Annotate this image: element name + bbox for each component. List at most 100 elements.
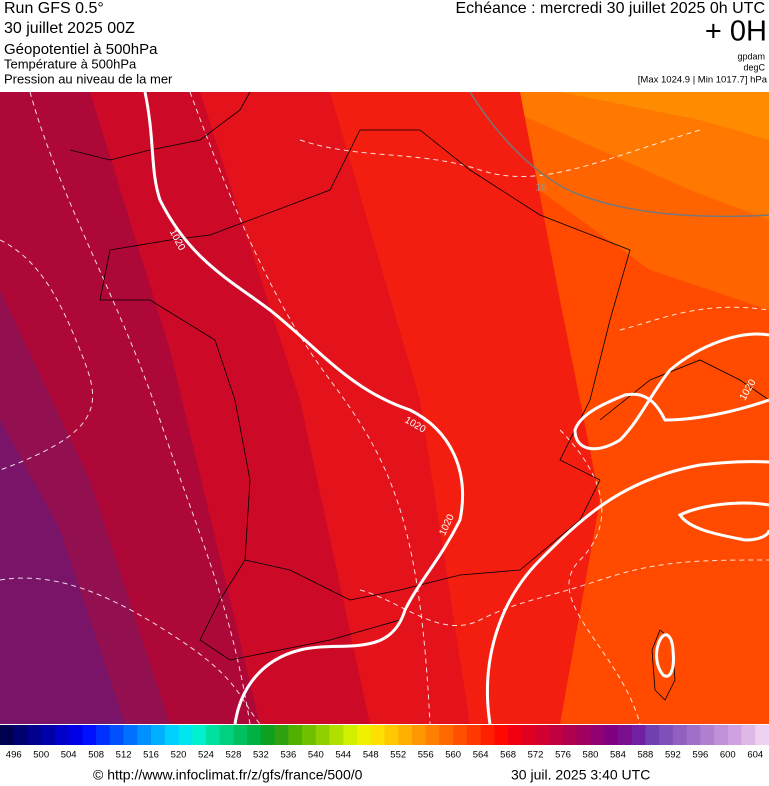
- colorbar-tick-label: 584: [610, 750, 626, 761]
- isobar: [677, 501, 769, 542]
- colorbar-tick-label: 536: [280, 750, 296, 761]
- isotherm: [619, 306, 769, 331]
- colorbar-tick-label: 508: [88, 750, 104, 761]
- colorbar-tick-label: 524: [198, 750, 214, 761]
- colorbar-cell: [480, 725, 495, 745]
- colorbar-cell: [54, 725, 70, 745]
- colorbar-cell: [686, 725, 701, 745]
- colorbar-tick-label: 520: [171, 750, 187, 761]
- colorbar-tick-label: 528: [226, 750, 242, 761]
- isobar: [486, 460, 769, 724]
- colorbar-tick-label: 604: [747, 750, 763, 761]
- colorbar-tick-label: 592: [665, 750, 681, 761]
- colorbar-tick-label: 560: [445, 750, 461, 761]
- colorbar-cell: [123, 725, 138, 745]
- unit-label: degC: [743, 62, 765, 72]
- field-band: [0, 420, 125, 724]
- colorbar-cell: [508, 725, 523, 745]
- colorbar-cell: [41, 725, 56, 745]
- field-band: [560, 92, 769, 140]
- coastline: [199, 559, 401, 661]
- colorbar-cell: [13, 725, 28, 745]
- colorbar-cell: [329, 725, 344, 745]
- colorbar-cell: [96, 725, 111, 745]
- echeance: Echéance : mercredi 30 juillet 2025 0h U…: [456, 0, 766, 17]
- colorbar-cell: [384, 725, 399, 745]
- contour-label: 16: [535, 183, 547, 194]
- colorbar-cell: [109, 725, 124, 745]
- colorbar-cell: [274, 725, 289, 745]
- run-date: 30 juillet 2025 00Z: [4, 20, 135, 37]
- isotherm: [0, 239, 94, 471]
- colorbar-tick-label: 600: [720, 750, 736, 761]
- colorbar-cell: [453, 725, 468, 745]
- field-subtitle: Température à 500hPa: [4, 56, 137, 71]
- isobar: [655, 633, 675, 678]
- colorbar-cell: [0, 725, 15, 745]
- colorbar-cell: [714, 725, 729, 745]
- colorbar-cell: [233, 725, 248, 745]
- source-url: © http://www.infoclimat.fr/z/gfs/france/…: [93, 767, 363, 783]
- colorbar-cell: [617, 725, 633, 745]
- colorbar-cell: [370, 725, 385, 745]
- colorbar-tick-label: 500: [33, 750, 49, 761]
- colorbar-tick-label: 548: [363, 750, 379, 761]
- colorbar-cell: [590, 725, 605, 745]
- colorbar-cell: [302, 725, 317, 745]
- colorbar-tick-label: 588: [637, 750, 653, 761]
- colorbar-cell: [645, 725, 660, 745]
- colorbar-tick-label: 504: [61, 750, 77, 761]
- coastline: [69, 92, 251, 161]
- isotherm-16: [469, 92, 769, 218]
- unit-label: gpdam: [737, 51, 765, 61]
- isotherm: [299, 129, 701, 177]
- colorbar-cell: [27, 725, 42, 745]
- colorbar-cell: [576, 725, 591, 745]
- colorbar-cell: [137, 725, 152, 745]
- colorbar-tick-label: 496: [6, 750, 22, 761]
- colorbar-cell: [535, 725, 550, 745]
- colorbar-cell: [700, 725, 715, 745]
- colorbar-cell: [151, 725, 166, 745]
- colorbar-cell: [439, 725, 454, 745]
- colorbar-cell: [178, 725, 193, 745]
- colorbar-cell: [260, 725, 276, 745]
- colorbar-cell: [288, 725, 303, 745]
- colorbar-tick-label: 572: [528, 750, 544, 761]
- colorbar-tick-label: 544: [335, 750, 351, 761]
- colorbar-cell: [425, 725, 440, 745]
- colorbar-cell: [521, 725, 536, 745]
- generated-date: 30 juil. 2025 3:40 UTC: [511, 767, 650, 783]
- country-border: [99, 129, 631, 601]
- colorbar-cell: [205, 725, 221, 745]
- colorbar-cell: [659, 725, 674, 745]
- colorbar-cell: [343, 725, 358, 745]
- isotherm: [359, 559, 769, 626]
- colorbar-cell: [411, 725, 427, 745]
- field-subtitle: Pression au niveau de la mer: [4, 71, 173, 86]
- colorbar-cell: [68, 725, 83, 745]
- colorbar-cell: [727, 725, 742, 745]
- colorbar-cell: [549, 725, 564, 745]
- lead-time: + 0H: [705, 16, 767, 48]
- map: 1020 1020 1020 1020 16: [0, 92, 769, 724]
- colorbar-tick-label: 532: [253, 750, 269, 761]
- colorbar-cell: [672, 725, 688, 745]
- colorbar-tick-label: 580: [583, 750, 599, 761]
- colorbar-tick-label: 564: [473, 750, 489, 761]
- colorbar-cell: [315, 725, 330, 745]
- isobar: [573, 332, 769, 451]
- colorbar-cell: [192, 725, 207, 745]
- colorbar-cell: [357, 725, 372, 745]
- colorbar-cell: [466, 725, 482, 745]
- isobar: [143, 92, 465, 724]
- colorbar-cell: [604, 725, 619, 745]
- field-title: Géopotentiel à 500hPa: [4, 41, 158, 58]
- isotherm: [29, 92, 251, 724]
- colorbar: 496 500 504 508 512 516 520 524 528 532 536 540 544 5…: [0, 725, 769, 761]
- colorbar-cell: [631, 725, 646, 745]
- colorbar-tick-label: 540: [308, 750, 324, 761]
- isotherm: [189, 92, 431, 724]
- colorbar-tick-label: 552: [390, 750, 406, 761]
